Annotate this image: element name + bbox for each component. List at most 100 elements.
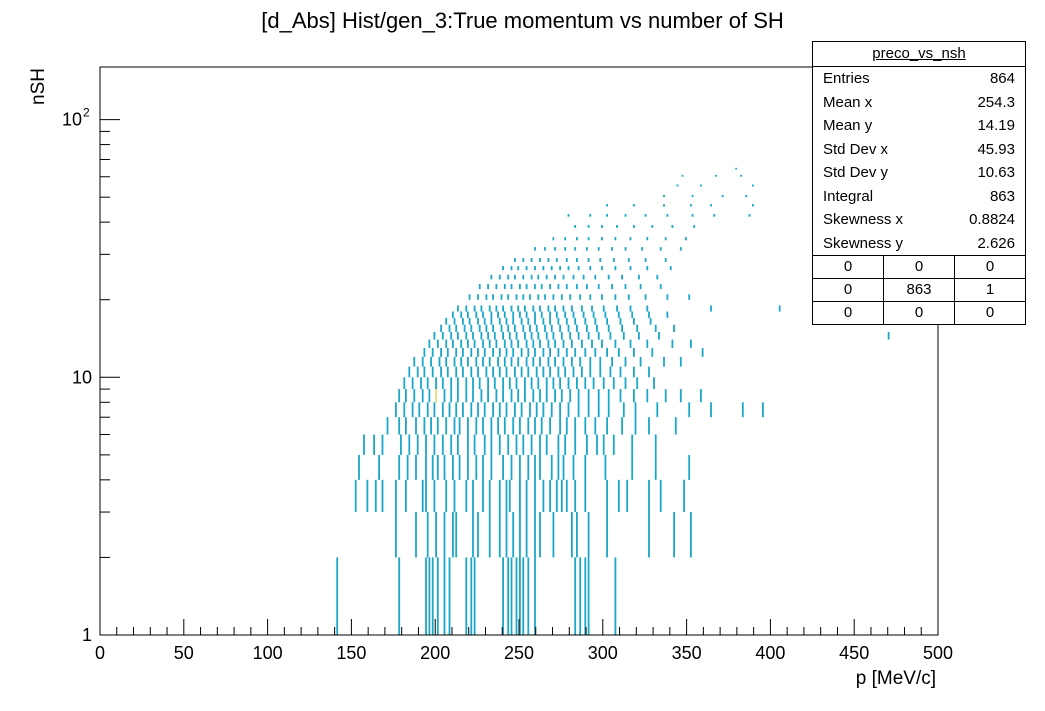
heatmap-cell [520, 317, 523, 325]
heatmap-cell [557, 317, 560, 325]
heatmap-cell [542, 347, 545, 357]
heatmap-cell [571, 305, 573, 312]
heatmap-cell [453, 417, 456, 435]
heatmap-cell [691, 214, 694, 217]
heatmap-cell [587, 237, 590, 241]
heatmap-cell [663, 195, 665, 198]
heatmap-cell [634, 402, 637, 418]
heatmap-cell [616, 305, 618, 312]
heatmap-cell [547, 305, 550, 312]
stats-value: 0.8824 [969, 211, 1015, 228]
heatmap-cell [562, 305, 565, 312]
heatmap-cell [440, 324, 442, 332]
stats-row: Mean x 254.3 [813, 91, 1025, 115]
x-tick-label: 500 [923, 643, 953, 663]
heatmap-cell [522, 434, 525, 455]
heatmap-cell [537, 274, 540, 280]
heatmap-cell [530, 377, 533, 390]
heatmap-cell [669, 266, 672, 271]
heatmap-cell [554, 389, 556, 403]
heatmap-cell [671, 339, 674, 348]
heatmap-cell [354, 479, 357, 512]
heatmap-cell [465, 479, 468, 512]
heatmap-cell [651, 347, 654, 357]
heatmap-cell [654, 454, 657, 480]
overflow-cell: 863 [884, 279, 955, 301]
heatmap-cell [490, 274, 493, 280]
heatmap-cell [446, 366, 449, 378]
heatmap-cell [426, 377, 429, 390]
heatmap-cell [413, 356, 416, 367]
heatmap-cell [527, 417, 530, 435]
heatmap-cell [666, 214, 669, 217]
heatmap-cell [735, 167, 737, 170]
heatmap-cell [537, 294, 540, 300]
heatmap-cell [415, 512, 417, 558]
heatmap-cell [482, 479, 484, 512]
stats-value: 14.19 [977, 117, 1015, 134]
heatmap-cell [468, 294, 471, 300]
heatmap-cell [503, 284, 506, 290]
stats-label: Mean y [823, 117, 873, 134]
heatmap-cell [477, 366, 479, 378]
heatmap-cell [688, 402, 691, 418]
heatmap-cell [458, 454, 461, 480]
heatmap-cell [336, 557, 339, 635]
heatmap-cell [500, 294, 503, 300]
heatmap-cell [492, 347, 494, 357]
stats-label: Skewness y [823, 234, 904, 252]
heatmap-cell [663, 204, 665, 207]
heatmap-cell [522, 258, 525, 262]
heatmap-cell [441, 331, 444, 340]
heatmap-cell [748, 214, 751, 217]
heatmap-cell [565, 479, 568, 512]
heatmap-cell [524, 305, 526, 312]
heatmap-cell [587, 512, 590, 558]
heatmap-cell [534, 317, 536, 325]
heatmap-cell [663, 356, 665, 367]
heatmap-cell [552, 294, 555, 300]
x-tick-label: 150 [336, 643, 366, 663]
heatmap-cell [609, 366, 612, 378]
heatmap-cell [617, 311, 620, 318]
heatmap-cell [564, 366, 567, 378]
heatmap-cell [433, 479, 436, 512]
stats-label: Skewness x [823, 211, 904, 228]
heatmap-cell [564, 237, 567, 241]
heatmap-cell [425, 454, 427, 480]
heatmap-cell [607, 324, 610, 332]
x-tick-label: 0 [95, 643, 105, 663]
y-tick-label: 1 [82, 625, 92, 645]
heatmap-cell [544, 247, 546, 251]
heatmap-cell [529, 324, 531, 332]
heatmap-cell [483, 317, 486, 325]
heatmap-cell [487, 284, 489, 290]
heatmap-cell [395, 512, 397, 558]
heatmap-cell [587, 402, 590, 418]
heatmap-cell [500, 324, 503, 332]
heatmap-cell [601, 237, 603, 241]
heatmap-cell [462, 317, 464, 325]
heatmap-cell [557, 434, 560, 455]
heatmap-cell [425, 479, 427, 512]
heatmap-cell [539, 454, 541, 480]
heatmap-cell [455, 402, 458, 418]
heatmap-cell [497, 356, 499, 367]
overflow-cell: 0 [884, 256, 955, 278]
heatmap-cell [470, 324, 473, 332]
heatmap-cell [457, 377, 459, 390]
heatmap-cell [436, 454, 439, 480]
heatmap-cell [490, 417, 493, 435]
heatmap-cell [485, 366, 488, 378]
heatmap-cell [574, 557, 577, 635]
heatmap-cell [450, 331, 453, 340]
heatmap-cell [567, 402, 570, 418]
heatmap-cell [555, 479, 558, 512]
heatmap-cell [560, 331, 563, 340]
heatmap-cell [460, 311, 463, 318]
heatmap-cell [547, 356, 550, 367]
heatmap-cell [450, 377, 453, 390]
heatmap-cell [601, 266, 603, 271]
heatmap-cell [529, 402, 531, 418]
heatmap-cell [445, 417, 448, 435]
